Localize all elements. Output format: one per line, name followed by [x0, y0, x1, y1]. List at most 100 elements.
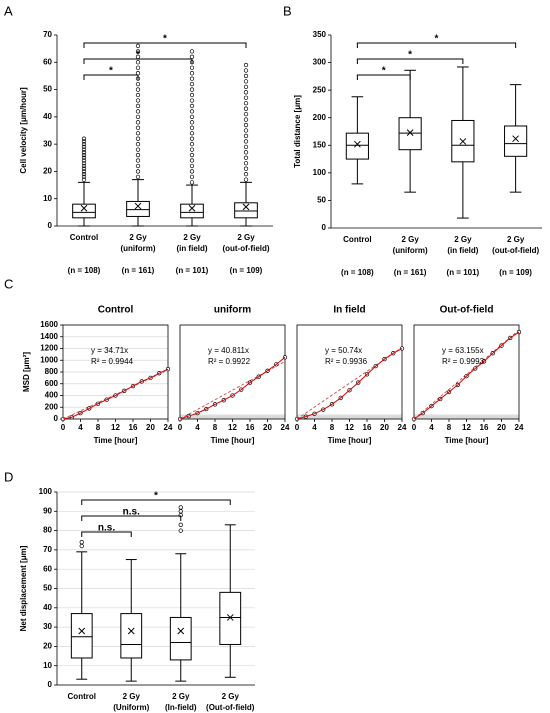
outlier	[81, 139, 87, 144]
y-tick-label: 40	[43, 603, 52, 612]
x-tick-label: 2 Gy	[401, 235, 419, 244]
outlier	[135, 71, 141, 76]
y-tick-label: 20	[43, 642, 52, 651]
outlier	[243, 166, 249, 171]
sample-size: (n = 161)	[394, 268, 427, 277]
box	[504, 125, 528, 157]
x-tick-label: 2 Gy	[129, 233, 147, 242]
outlier	[243, 144, 249, 150]
outlier	[189, 152, 195, 158]
outlier	[81, 147, 87, 152]
fit-equation: y = 40.811x	[208, 346, 249, 355]
x-tick-label: 4	[312, 423, 317, 432]
outlier	[178, 522, 183, 527]
x-tick-label: 20	[497, 423, 506, 432]
outlier	[81, 174, 87, 180]
y-tick-label: 50	[43, 584, 52, 593]
outlier	[135, 109, 141, 114]
y-tick-label: 600	[45, 379, 59, 388]
outlier	[135, 60, 141, 65]
chart-title: In field	[333, 305, 365, 316]
sample-size: (n = 108)	[341, 268, 374, 277]
outlier	[135, 92, 141, 98]
x-tick-label: (In-field)	[165, 703, 197, 712]
outlier	[135, 43, 141, 49]
outlier	[135, 141, 141, 147]
y-axis-label: Net displacement [μm]	[19, 545, 28, 631]
outlier	[81, 169, 87, 174]
outlier	[243, 79, 249, 84]
y-tick-label: 70	[43, 545, 52, 554]
y-tick-label: 400	[45, 391, 59, 400]
sample-size: (n = 161)	[122, 266, 155, 275]
fit-equation: y = 63.155x	[442, 346, 484, 355]
y-tick-label: 1400	[40, 332, 58, 341]
outlier	[135, 163, 141, 169]
r-squared: R² = 0.9936	[325, 357, 368, 366]
y-tick-label: 1600	[40, 320, 58, 329]
y-tick-label: 0	[54, 414, 59, 423]
significance-label: *	[435, 34, 439, 45]
outlier	[243, 133, 249, 139]
data-line	[296, 348, 403, 420]
significance-label: *	[382, 66, 386, 77]
outlier	[189, 54, 195, 59]
outlier	[135, 81, 141, 87]
x-tick-label: 2 Gy	[172, 692, 190, 701]
outlier	[189, 158, 195, 163]
x-tick-label: (in field)	[447, 246, 478, 255]
y-tick-label: 20	[43, 167, 52, 176]
significance-bracket	[83, 58, 193, 64]
plot-frame	[296, 324, 403, 420]
y-tick-label: 40	[43, 112, 52, 121]
y-tick-label: 70	[43, 30, 52, 39]
sample-size: (n = 109)	[499, 268, 532, 277]
outlier	[189, 136, 195, 141]
y-tick-label: 1000	[40, 355, 58, 364]
significance-label: *	[109, 66, 113, 77]
mean-marker	[78, 627, 86, 635]
outlier	[189, 81, 195, 87]
x-tick-label: (out-of-field)	[492, 246, 539, 255]
significance-label: n.s.	[123, 507, 140, 518]
x-tick-label: 12	[111, 423, 120, 432]
panel-letter: D	[4, 469, 13, 484]
box	[70, 613, 93, 659]
y-tick-label: 60	[43, 57, 52, 66]
x-tick-label: 2 Gy	[123, 692, 141, 701]
y-tick-label: 100	[39, 487, 53, 496]
outlier	[178, 505, 183, 510]
y-tick-label: 200	[45, 402, 59, 411]
x-tick-label: (uniform)	[120, 244, 155, 253]
significance-label: *	[154, 491, 158, 502]
outlier	[243, 150, 249, 155]
outlier	[243, 155, 249, 160]
mean-marker	[134, 202, 142, 210]
r-squared: R² = 0.9944	[91, 357, 134, 366]
significance-label: *	[163, 34, 167, 45]
outlier	[135, 131, 141, 136]
data-line	[413, 331, 520, 420]
box	[398, 117, 422, 151]
y-tick-label: 0	[48, 680, 53, 689]
x-tick-label: 16	[480, 423, 489, 432]
chart-title: Control	[98, 305, 134, 316]
x-tick-label: (Out-of-field)	[206, 703, 255, 712]
outlier	[243, 111, 249, 117]
outlier	[243, 90, 249, 95]
x-tick-label: 20	[146, 423, 155, 432]
outlier	[81, 136, 87, 141]
x-tick-label: (Uniform)	[113, 703, 149, 712]
box	[120, 613, 143, 659]
outlier	[243, 84, 249, 89]
r-squared: R² = 0.9993	[442, 357, 485, 366]
sample-size: (n = 109)	[230, 266, 263, 275]
panel-letter: C	[4, 276, 13, 291]
outlier	[79, 540, 84, 545]
outlier	[81, 163, 87, 169]
outlier	[135, 158, 141, 163]
box	[72, 203, 96, 219]
significance-label: n.s.	[98, 523, 115, 534]
x-tick-label: 24	[515, 423, 524, 432]
